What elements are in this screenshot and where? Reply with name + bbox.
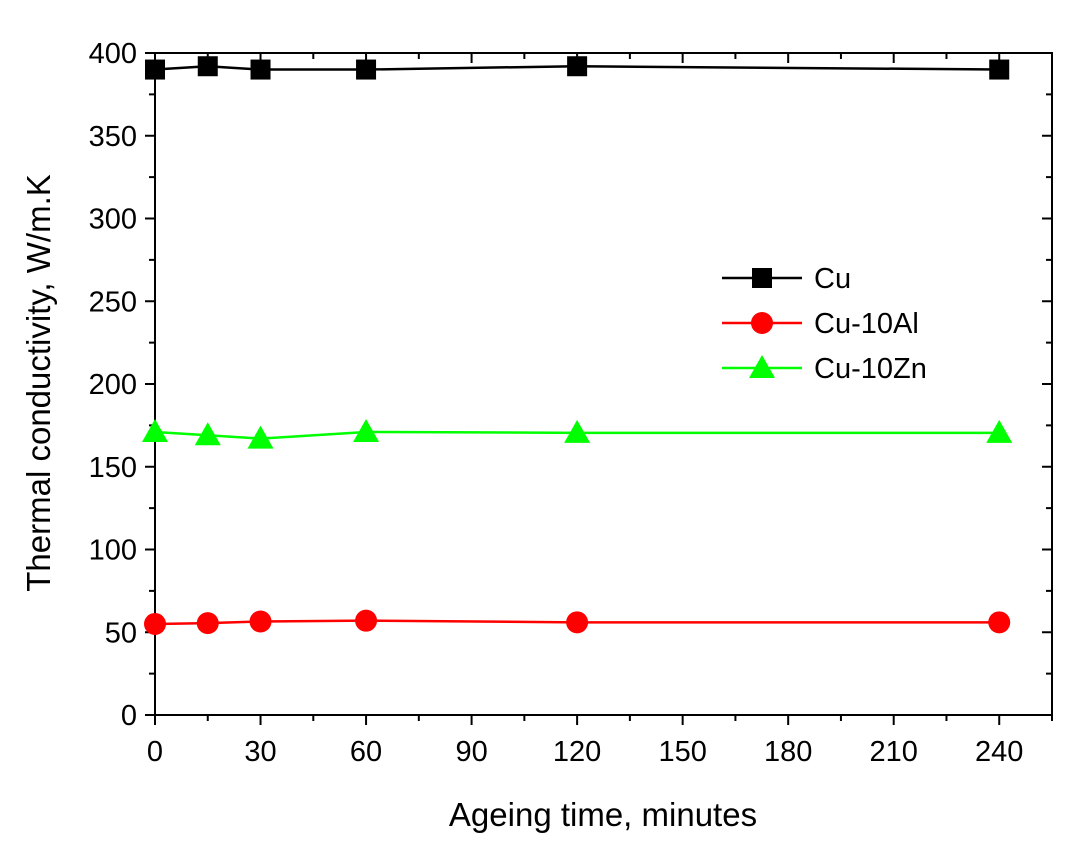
legend-swatch-marker bbox=[749, 355, 775, 378]
data-point-cu-10zn bbox=[353, 418, 380, 442]
y-tick-label: 0 bbox=[121, 700, 137, 732]
legend-item-cu-10al: Cu-10Al bbox=[722, 308, 919, 340]
data-point-cu-10al bbox=[144, 612, 166, 635]
y-tick-label: 200 bbox=[89, 369, 137, 401]
x-axis-title: Ageing time, minutes bbox=[449, 796, 757, 833]
x-tick-label: 30 bbox=[244, 736, 276, 768]
x-tick-label: 60 bbox=[350, 736, 382, 768]
legend-label: Cu bbox=[814, 263, 851, 295]
x-tick-label: 120 bbox=[553, 736, 601, 768]
x-tick-label: 90 bbox=[455, 736, 487, 768]
data-point-cu-10zn bbox=[142, 418, 168, 442]
y-tick-label: 250 bbox=[89, 286, 137, 318]
legend-label: Cu-10Al bbox=[814, 308, 919, 340]
legend-swatch-marker bbox=[751, 312, 773, 334]
data-point-cu-10al bbox=[355, 609, 378, 632]
data-point-cu bbox=[356, 59, 377, 80]
data-point-cu-10al bbox=[566, 611, 589, 634]
x-tick-label: 240 bbox=[975, 736, 1023, 768]
legend: Cu Cu-10Al Cu-10Zn bbox=[722, 263, 927, 385]
legend-item-cu: Cu bbox=[722, 263, 851, 295]
data-point-cu bbox=[989, 59, 1010, 80]
series-line-cu-10zn bbox=[154, 430, 1000, 440]
data-point-cu-10zn bbox=[986, 419, 1013, 443]
x-tick-label: 0 bbox=[147, 736, 163, 768]
data-point-cu-10zn bbox=[564, 419, 591, 443]
data-point-cu-10zn bbox=[247, 425, 274, 449]
data-point-cu bbox=[197, 56, 218, 77]
y-tick-label: 300 bbox=[89, 204, 137, 236]
y-axis-title: Thermal conductivity, W/m.K bbox=[20, 174, 57, 591]
data-point-cu-10al bbox=[196, 612, 219, 635]
legend-swatch-marker bbox=[752, 268, 772, 288]
x-tick-label: 180 bbox=[764, 736, 812, 768]
legend-item-cu-10zn: Cu-10Zn bbox=[722, 353, 927, 385]
legend-label: Cu-10Zn bbox=[814, 353, 927, 385]
data-point-cu bbox=[145, 59, 165, 80]
series-cu-10zn bbox=[142, 418, 1013, 449]
series-cu bbox=[145, 56, 1010, 80]
x-tick-label: 210 bbox=[870, 736, 918, 768]
y-tick-label: 50 bbox=[105, 617, 137, 649]
axes-layer: 0 30 60 90 120 150 180 210 240 0 50 100 150 200 250 300… bbox=[89, 38, 1053, 768]
series-cu-10al bbox=[144, 609, 1011, 635]
y-tick-label: 400 bbox=[89, 38, 137, 70]
y-tick-label: 350 bbox=[89, 121, 137, 153]
y-tick-label: 100 bbox=[89, 535, 137, 567]
data-point-cu bbox=[250, 59, 271, 80]
data-point-cu-10zn bbox=[194, 422, 221, 446]
y-tick-label: 150 bbox=[89, 452, 137, 484]
data-point-cu-10al bbox=[249, 610, 272, 633]
series-layer bbox=[142, 56, 1013, 635]
data-point-cu bbox=[567, 56, 588, 77]
data-point-cu-10al bbox=[988, 611, 1011, 634]
x-tick-label: 150 bbox=[658, 736, 706, 768]
